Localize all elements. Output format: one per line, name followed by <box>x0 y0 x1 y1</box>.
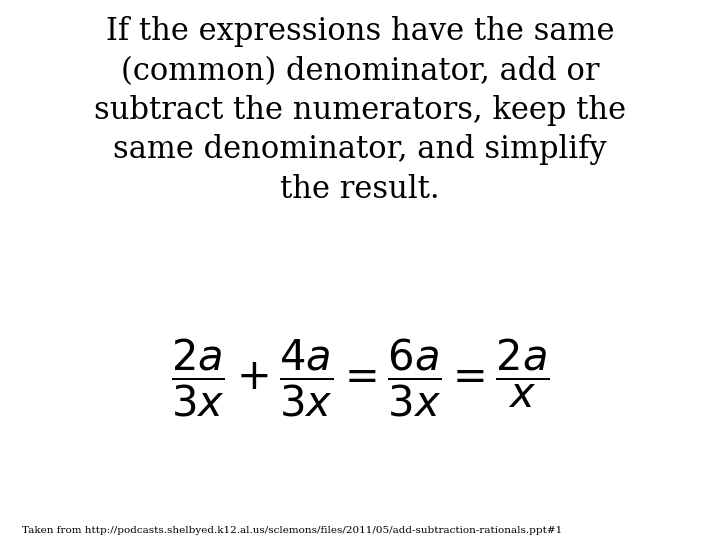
Text: $\dfrac{2a}{3x} + \dfrac{4a}{3x} = \dfrac{6a}{3x} = \dfrac{2a}{x}$: $\dfrac{2a}{3x} + \dfrac{4a}{3x} = \dfra… <box>171 337 549 419</box>
Text: Taken from http://podcasts.shelbyed.k12.al.us/sclemons/files/2011/05/add-subtrac: Taken from http://podcasts.shelbyed.k12.… <box>22 525 562 535</box>
Text: If the expressions have the same
(common) denominator, add or
subtract the numer: If the expressions have the same (common… <box>94 16 626 205</box>
